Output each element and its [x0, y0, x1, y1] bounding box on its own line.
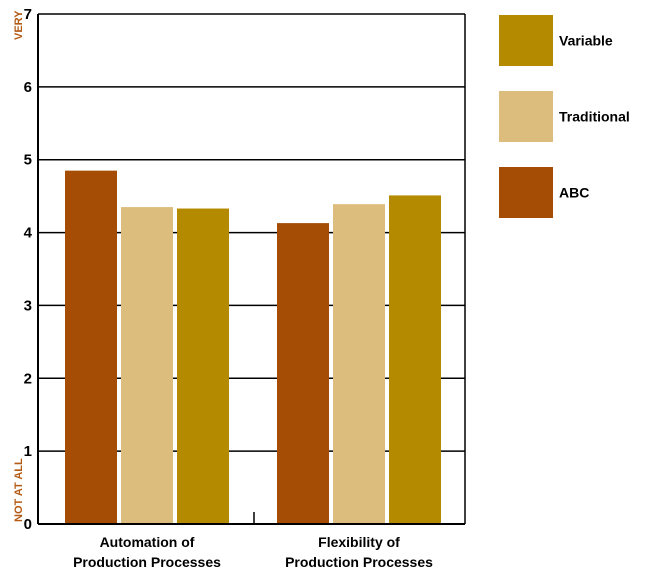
legend: Variable Traditional ABC — [499, 15, 630, 218]
y-tick-label: 4 — [24, 225, 33, 242]
y-tick-labels: 0 1 2 3 4 5 6 7 — [24, 6, 33, 533]
category-labels: Automation of Production Processes Flexibi… — [73, 534, 433, 570]
y-tick-label: 7 — [24, 6, 32, 23]
y-tick-label: 5 — [24, 152, 32, 169]
y-tick-label: 0 — [24, 516, 32, 533]
y-tick-label: 6 — [24, 79, 32, 96]
y-tick-label: 2 — [24, 370, 32, 387]
plot-frame — [37, 13, 466, 525]
y-tick-label: 1 — [24, 443, 32, 460]
y-axis-top-label: VERY — [13, 10, 25, 40]
bar-variable-2 — [389, 195, 441, 524]
legend-label-abc: ABC — [559, 185, 589, 201]
bar-traditional-1 — [121, 207, 173, 525]
legend-swatch-traditional — [499, 91, 553, 142]
bar-variable-1 — [177, 208, 229, 524]
bars — [65, 170, 441, 525]
legend-swatch-variable — [499, 15, 553, 66]
legend-label-traditional: Traditional — [559, 109, 630, 125]
legend-label-variable: Variable — [559, 33, 613, 49]
category-label: Flexibility of Production Processes — [285, 534, 433, 570]
bar-traditional-2 — [333, 204, 385, 524]
y-axis-bottom-label: NOT AT ALL — [13, 458, 25, 522]
legend-swatch-abc — [499, 167, 553, 218]
bar-abc-2 — [277, 223, 329, 524]
category-label: Automation of Production Processes — [73, 534, 221, 570]
bar-abc-1 — [65, 170, 117, 524]
y-tick-label: 3 — [24, 297, 32, 314]
